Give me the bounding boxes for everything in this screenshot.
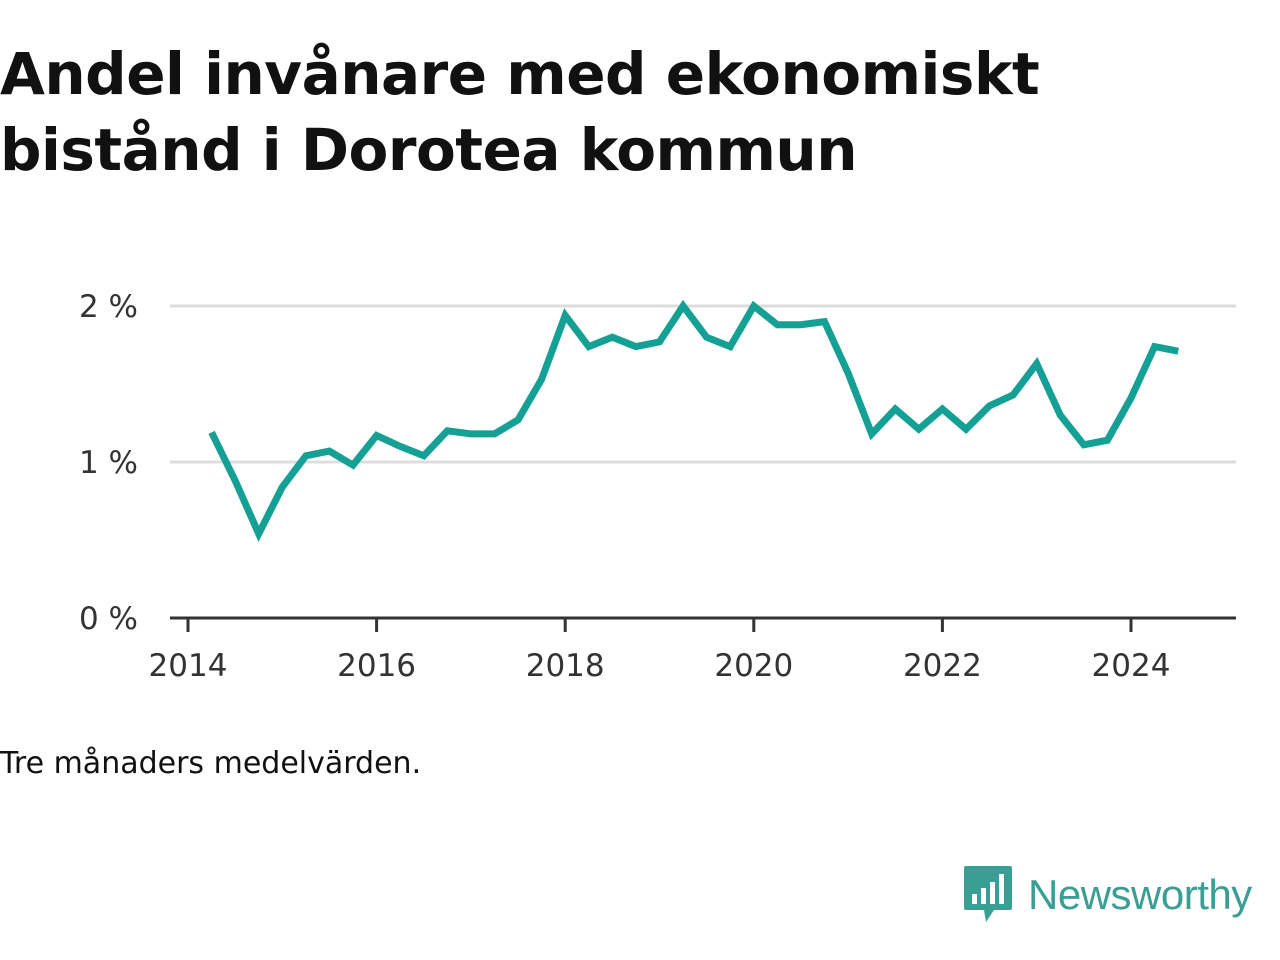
brand-logo: Newsworthy (962, 862, 1252, 928)
y-tick-label: 1 % (79, 445, 138, 481)
series-line (208, 299, 1179, 542)
x-axis: 2014 2016 2018 2020 2022 2024 (149, 616, 1236, 684)
x-tick-label: 2014 (149, 648, 228, 684)
x-tick-label: 2024 (1092, 648, 1171, 684)
series-lines (208, 299, 1179, 542)
line-chart: 0 % 1 % 2 % 2014 2016 2018 2020 2022 2024 (79, 289, 1236, 684)
chart-title: Andel invånare med ekonomiskt bistånd i … (0, 40, 1040, 184)
x-tick-label: 2022 (903, 648, 982, 684)
y-tick-label: 0 % (79, 601, 138, 637)
chart-note: Tre månaders medelvärden. (0, 746, 422, 781)
x-tick-label: 2018 (526, 648, 605, 684)
x-tick-label: 2016 (337, 648, 416, 684)
x-tick-label: 2020 (714, 648, 793, 684)
y-tick-label: 2 % (79, 289, 138, 325)
brand-name: Newsworthy (1028, 871, 1252, 918)
newsworthy-logo-icon (964, 866, 1012, 922)
y-axis-labels: 0 % 1 % 2 % (79, 289, 138, 637)
